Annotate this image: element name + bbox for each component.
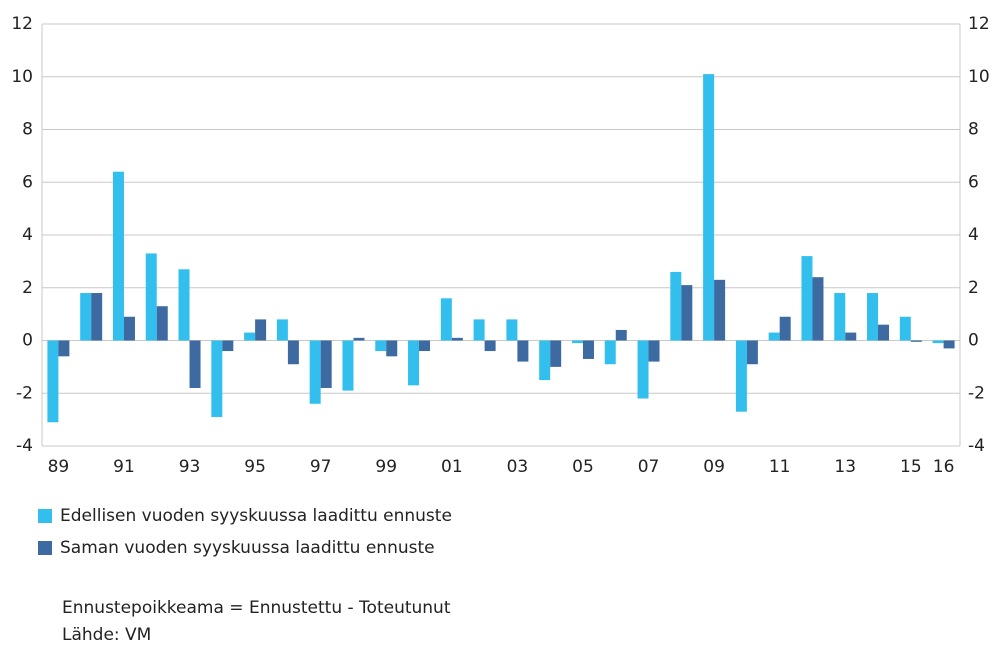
y2-tick-label: 6: [968, 172, 979, 192]
y-tick-label: 4: [22, 225, 33, 245]
y-tick-label: 8: [22, 120, 33, 140]
x-tick-label: 03: [507, 457, 529, 477]
bar: [451, 337, 463, 341]
bar: [309, 340, 321, 404]
bar: [80, 293, 92, 341]
x-tick-label: 93: [179, 457, 201, 477]
bar: [386, 340, 398, 357]
bar: [91, 293, 103, 341]
bar: [287, 340, 299, 365]
y-tick-label: 2: [22, 278, 33, 298]
bar: [910, 340, 922, 342]
bar: [746, 340, 758, 365]
legend-label: Edellisen vuoden syyskuussa laadittu enn…: [60, 506, 452, 526]
bar: [419, 340, 431, 352]
note: Lähde: VM: [62, 625, 151, 645]
x-tick-label: 01: [441, 457, 463, 477]
bar: [342, 340, 354, 391]
bar: [768, 332, 780, 341]
y2-tick-label: 12: [968, 14, 990, 34]
y2-tick-label: 2: [968, 278, 979, 298]
x-tick-label: 89: [48, 457, 70, 477]
bar: [550, 340, 562, 367]
bar: [681, 285, 693, 341]
bar: [604, 340, 616, 365]
bar: [812, 277, 824, 341]
bar: [506, 319, 518, 341]
bar: [375, 340, 387, 352]
bar: [145, 253, 157, 341]
bar: [801, 256, 813, 341]
y2-tick-label: -4: [968, 436, 985, 456]
bar: [878, 324, 890, 341]
x-tick-label: 91: [113, 457, 135, 477]
bar: [899, 316, 911, 341]
bar: [582, 340, 594, 359]
bar: [408, 340, 420, 386]
legend-swatch: [38, 541, 52, 555]
x-tick-label: 15: [900, 457, 922, 477]
note: Ennustepoikkeama = Ennustettu - Toteutun…: [62, 598, 451, 618]
bar: [353, 337, 365, 341]
bar: [779, 316, 791, 341]
y-tick-label: -2: [16, 383, 33, 403]
bar: [932, 340, 944, 344]
bar: [320, 340, 332, 388]
bar: [58, 340, 70, 357]
x-tick-label: 11: [769, 457, 791, 477]
x-tick-label: 16: [933, 457, 955, 477]
x-tick-label: 95: [244, 457, 266, 477]
bar: [178, 269, 190, 341]
bar: [211, 340, 223, 417]
y-tick-label: 6: [22, 172, 33, 192]
x-tick-label: 97: [310, 457, 332, 477]
bar: [123, 316, 135, 341]
bar: [440, 298, 452, 341]
bar: [670, 271, 682, 341]
bar: [867, 293, 879, 341]
bar: [648, 340, 660, 362]
bar: [473, 319, 485, 341]
legend-label: Saman vuoden syyskuussa laadittu ennuste: [60, 538, 435, 558]
bar: [637, 340, 649, 399]
y2-tick-label: 10: [968, 67, 990, 87]
x-tick-label: 05: [572, 457, 594, 477]
bar: [703, 74, 715, 341]
y-tick-label: 10: [11, 67, 33, 87]
bar: [112, 171, 124, 341]
bar: [943, 340, 955, 349]
x-tick-label: 99: [375, 457, 397, 477]
y2-tick-label: -2: [968, 383, 985, 403]
x-tick-label: 09: [703, 457, 725, 477]
bar: [615, 329, 627, 341]
y2-tick-label: 0: [968, 331, 979, 351]
y2-tick-label: 8: [968, 120, 979, 140]
bar: [834, 293, 846, 341]
bar: [222, 340, 234, 352]
bar: [845, 332, 857, 341]
bar: [735, 340, 747, 412]
x-tick-label: 13: [834, 457, 856, 477]
bar: [47, 340, 59, 423]
bar: [244, 332, 256, 341]
bar: [276, 319, 288, 341]
legend-swatch: [38, 509, 52, 523]
bar: [255, 319, 267, 341]
bar: [484, 340, 496, 352]
bar: [517, 340, 529, 362]
bar: [156, 306, 168, 341]
bar: [714, 279, 726, 341]
bar: [571, 340, 583, 344]
bar: [539, 340, 551, 381]
y-tick-label: 12: [11, 14, 33, 34]
bar: [189, 340, 201, 388]
y-tick-label: -4: [16, 436, 33, 456]
y2-tick-label: 4: [968, 225, 979, 245]
x-tick-label: 07: [638, 457, 660, 477]
y-tick-label: 0: [22, 331, 33, 351]
